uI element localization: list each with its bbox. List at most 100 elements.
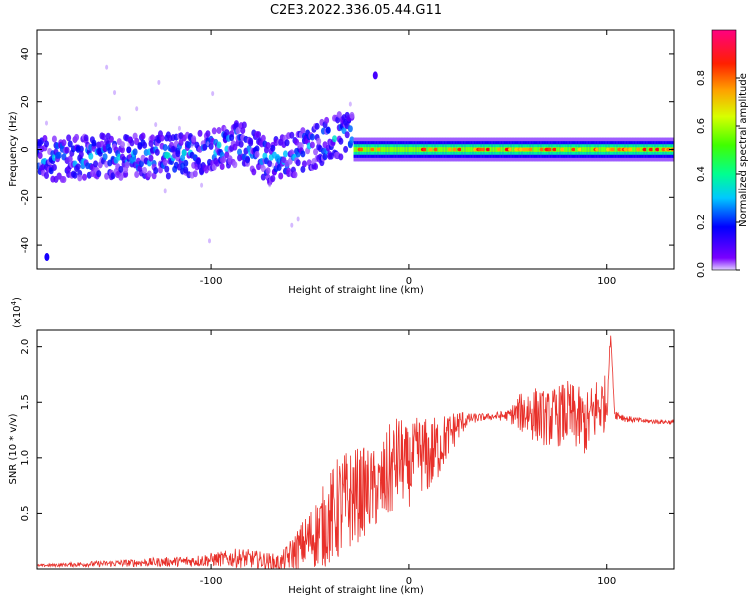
heatmap-cell — [568, 147, 571, 152]
x-tick-label: 100 — [597, 276, 616, 287]
heatmap-cell — [646, 147, 649, 152]
heatmap-cell — [67, 155, 73, 163]
heatmap-cell — [470, 147, 473, 152]
heatmap-cell — [290, 222, 294, 228]
heatmap-cell — [211, 127, 217, 135]
heatmap-cell — [221, 156, 227, 164]
heatmap-cell — [614, 147, 617, 152]
heatmap-cell — [393, 147, 396, 152]
heatmap-cell — [244, 156, 250, 164]
heatmap-cell — [138, 160, 144, 168]
heatmap-cell — [452, 147, 458, 152]
heatmap-cell — [276, 164, 282, 172]
heatmap-cell — [206, 141, 210, 147]
spectrogram-y-ticks: -40 -20 0 20 40 — [20, 48, 674, 253]
heatmap-cell — [382, 147, 385, 152]
heatmap-cell — [148, 139, 154, 147]
heatmap-cell — [402, 147, 405, 152]
heatmap-cell — [42, 134, 48, 142]
heatmap-cell — [81, 173, 87, 181]
heatmap-cell — [556, 147, 559, 152]
heatmap-cell — [298, 142, 304, 150]
heatmap-cell — [61, 139, 67, 147]
heatmap-cell — [359, 147, 364, 152]
heatmap-cell — [157, 166, 163, 174]
heatmap-cell — [177, 125, 181, 131]
heatmap-cell — [132, 148, 138, 156]
heatmap-cell — [535, 147, 538, 152]
heatmap-cell — [191, 135, 197, 143]
heatmap-cell — [341, 127, 347, 135]
colorbar-tick-label: 0.2 — [696, 214, 707, 230]
heatmap-cell — [353, 147, 356, 152]
heatmap-cell — [564, 147, 567, 152]
heatmap-cell — [110, 172, 116, 180]
heatmap-cell — [407, 147, 410, 152]
heatmap-cell — [313, 148, 319, 156]
heatmap-cell — [316, 137, 322, 145]
heatmap-cell — [134, 171, 140, 179]
heatmap-cell — [237, 148, 243, 156]
heatmap-cell — [661, 147, 667, 152]
heatmap-cell — [289, 131, 295, 139]
heatmap-cell — [75, 163, 81, 171]
heatmap-cell — [265, 167, 271, 175]
heatmap-cell — [397, 147, 401, 152]
heatmap-cell — [552, 147, 557, 152]
snr-y-ticks: 0.5 1.0 1.5 2.0 — [20, 339, 674, 521]
heatmap-cell — [438, 147, 442, 152]
heatmap-cell — [480, 147, 486, 152]
heatmap-cell — [295, 159, 301, 167]
heatmap-cell — [251, 168, 257, 176]
heatmap-cell — [119, 146, 125, 154]
heatmap-cell — [260, 165, 266, 173]
heatmap-cell — [376, 147, 382, 152]
heatmap-cell — [511, 147, 514, 152]
colorbar-tick-label: 0.4 — [696, 166, 707, 182]
snr-panel: -100 0 100 0.5 1.0 1.5 2.0 Height of straight… — [8, 297, 675, 596]
heatmap-cell — [399, 147, 402, 152]
heatmap-cell — [232, 143, 238, 151]
heatmap-cell — [589, 147, 592, 152]
heatmap-cell — [587, 147, 590, 152]
snr-scale-exponent: 4 — [10, 300, 18, 305]
heatmap-cell — [666, 147, 671, 152]
snr-x-label: Height of straight line (km) — [288, 585, 424, 596]
heatmap-cell — [216, 141, 222, 149]
spectrogram-x-label: Height of straight line (km) — [288, 285, 424, 296]
heatmap-cell — [142, 166, 148, 174]
heatmap-cell — [485, 147, 491, 152]
y-tick-label: 0.5 — [20, 505, 31, 521]
heatmap-cell — [636, 147, 641, 152]
heatmap-cell — [181, 149, 187, 157]
heatmap-cell — [131, 155, 137, 163]
heatmap-cell — [270, 175, 276, 183]
heatmap-cell — [117, 115, 121, 121]
snr-x-ticks: -100 0 100 — [200, 330, 616, 587]
heatmap-cell — [532, 147, 535, 152]
heatmap-cell — [628, 147, 633, 152]
colorbar-label: Normalized spectral amplitude — [738, 73, 749, 227]
heatmap-cell — [571, 147, 576, 152]
heatmap-cell — [148, 154, 154, 162]
heatmap-cell — [581, 147, 584, 152]
spectrogram-marks — [37, 64, 674, 262]
heatmap-cell — [216, 126, 222, 134]
heatmap-cell — [67, 140, 73, 148]
heatmap-cell — [163, 188, 167, 194]
heatmap-cell — [211, 91, 215, 97]
snr-frame — [36, 329, 675, 570]
heatmap-cell — [355, 147, 358, 152]
heatmap-cell — [418, 147, 421, 152]
heatmap-cell — [413, 147, 416, 152]
heatmap-cell — [594, 147, 600, 152]
heatmap-cell — [100, 133, 106, 141]
heatmap-cell — [652, 147, 655, 152]
snr-scale-prefix: (x10 — [12, 305, 23, 328]
heatmap-cell — [77, 174, 83, 182]
heatmap-cell — [178, 139, 184, 147]
heatmap-cell — [518, 147, 524, 152]
heatmap-cell — [401, 147, 404, 152]
snr-y-label: SNR (10 * v/v) — [8, 413, 19, 484]
heatmap-cell — [150, 134, 156, 142]
